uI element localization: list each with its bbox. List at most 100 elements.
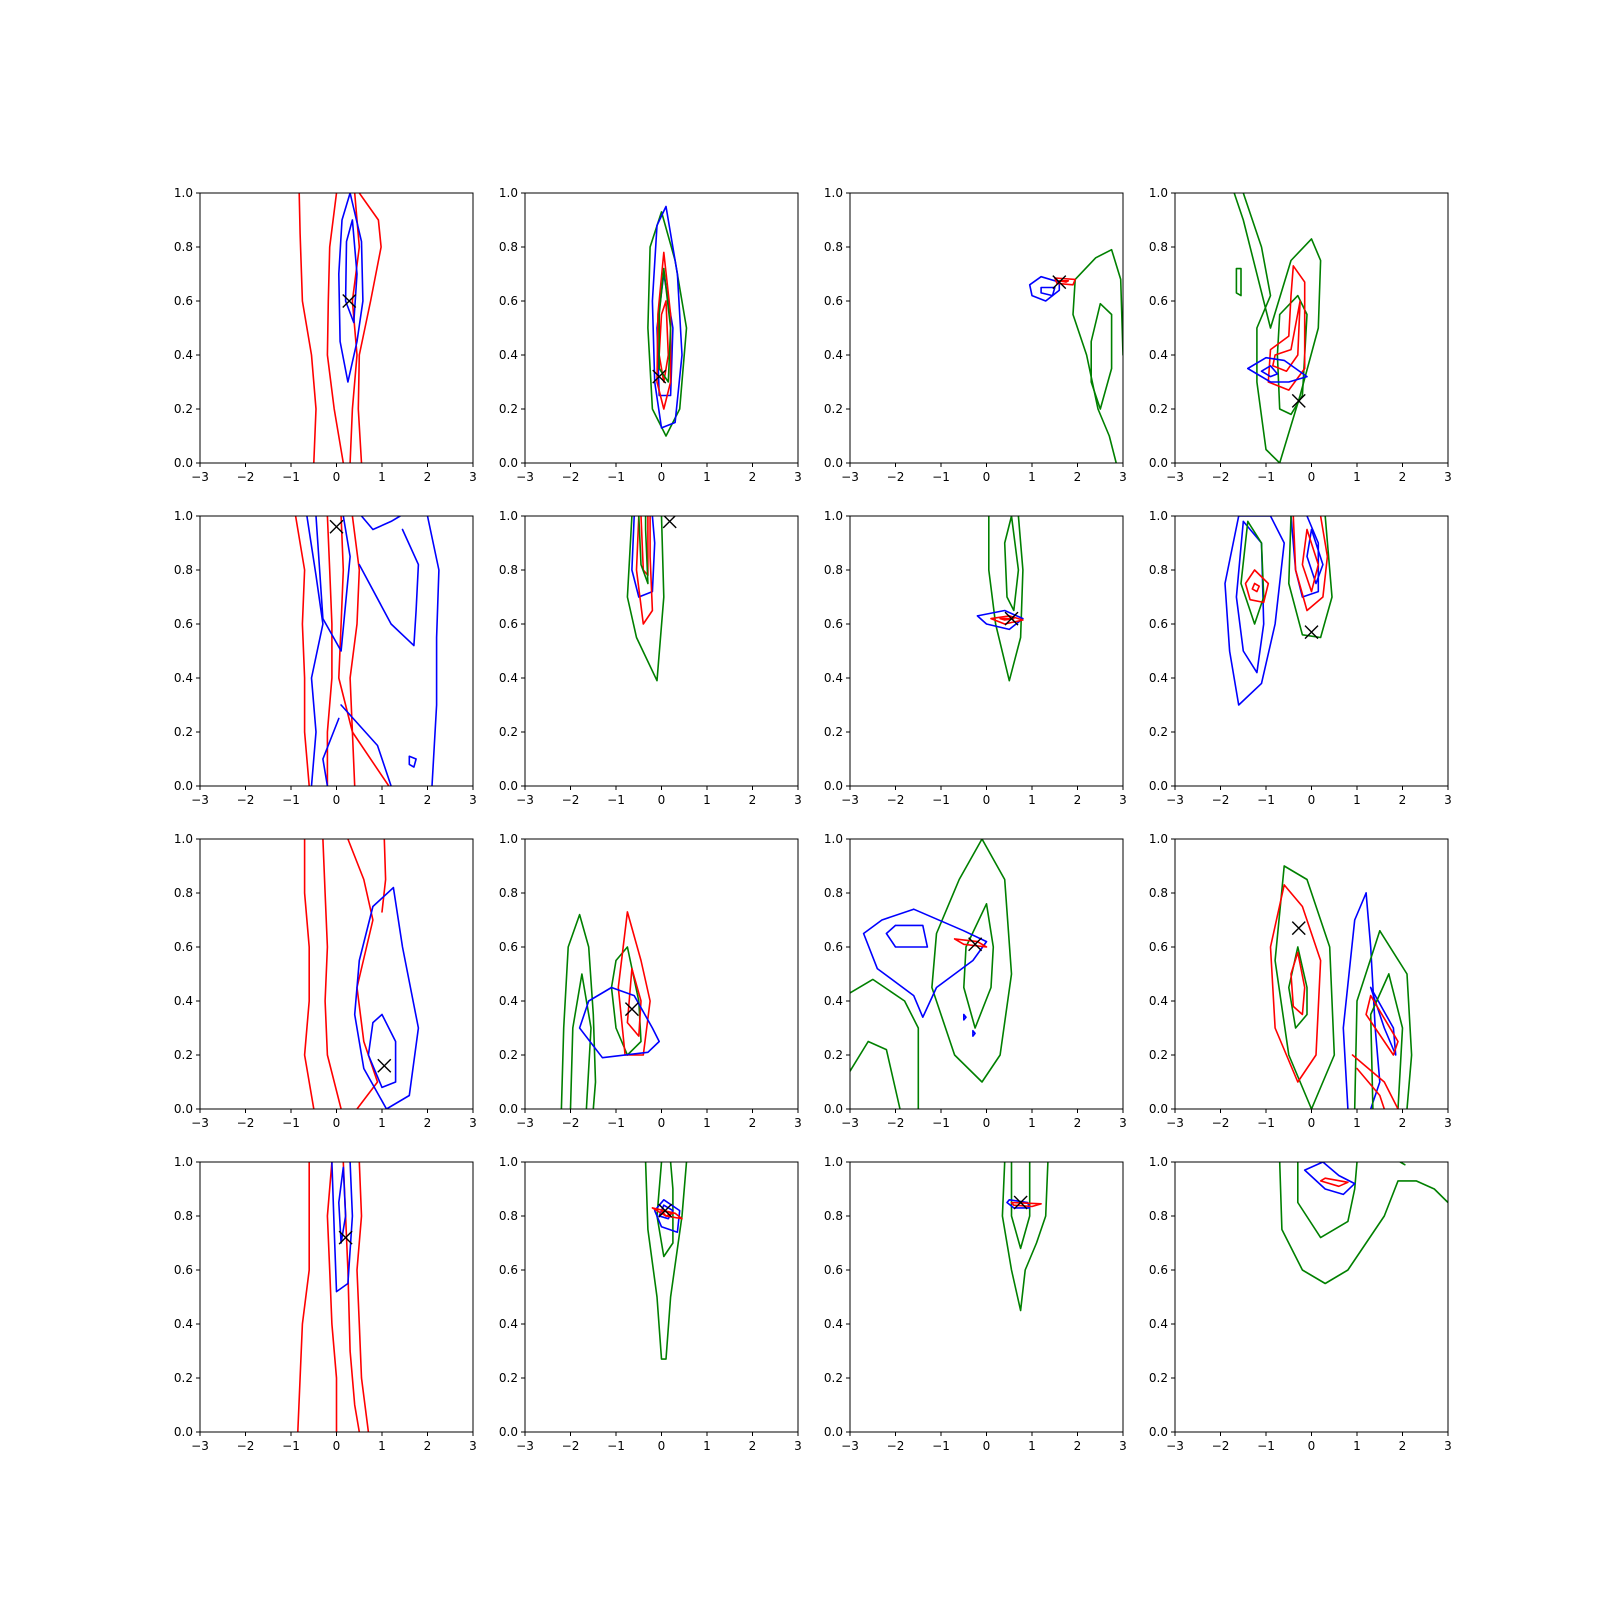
plot-area bbox=[303, 839, 420, 1109]
contour-line-green bbox=[1276, 294, 1308, 416]
y-tick-label: 0.0 bbox=[499, 1102, 518, 1116]
y-tick-label: 0.8 bbox=[1149, 886, 1168, 900]
contour-line-blue bbox=[344, 219, 358, 324]
x-tick-label: 0 bbox=[658, 470, 666, 484]
x-tick-label: −2 bbox=[887, 1439, 905, 1453]
y-tick-label: 0.0 bbox=[174, 1102, 193, 1116]
contour-line-green bbox=[962, 902, 995, 1029]
x-tick-label: −1 bbox=[607, 470, 625, 484]
x-tick-label: −2 bbox=[237, 793, 255, 807]
x-tick-label: 3 bbox=[469, 793, 477, 807]
x-tick-label: 1 bbox=[1353, 1439, 1361, 1453]
y-tick-label: 0.2 bbox=[1149, 1371, 1168, 1385]
y-tick-label: 0.0 bbox=[174, 779, 193, 793]
x-tick-label: −3 bbox=[516, 1116, 534, 1130]
contour-line-red bbox=[1292, 516, 1329, 612]
y-tick-label: 0.8 bbox=[1149, 240, 1168, 254]
y-tick-label: 0.8 bbox=[499, 563, 518, 577]
subplot-16: −3 −2 −1 0 1 2 3 0.0 0.2 0.4 0.6 0.8 1.0 bbox=[1149, 1155, 1452, 1453]
y-tick-label: 0.2 bbox=[1149, 402, 1168, 416]
x-tick-label: −3 bbox=[841, 470, 859, 484]
x-tick-label: −1 bbox=[1257, 470, 1275, 484]
contour-line-blue bbox=[353, 886, 420, 1109]
y-tick-label: 0.2 bbox=[824, 402, 843, 416]
contour-line-green bbox=[1010, 1162, 1031, 1250]
contour-line-blue bbox=[1369, 986, 1397, 1056]
x-tick-label: 3 bbox=[1119, 793, 1127, 807]
y-tick-label: 0.4 bbox=[1149, 348, 1168, 362]
contour-line-red bbox=[294, 516, 311, 786]
x-tick-label: 0 bbox=[1308, 470, 1316, 484]
contour-line-green bbox=[1288, 516, 1333, 639]
y-tick-label: 0.6 bbox=[174, 294, 193, 308]
x-tick-label: −3 bbox=[516, 1439, 534, 1453]
y-tick-label: 0.8 bbox=[1149, 563, 1168, 577]
y-tick-label: 1.0 bbox=[1149, 186, 1168, 200]
contour-line-red bbox=[347, 839, 379, 1109]
contour-line-green bbox=[569, 973, 592, 1109]
contour-line-green bbox=[850, 1040, 901, 1109]
x-tick-label: 0 bbox=[1308, 1116, 1316, 1130]
x-tick-label: 0 bbox=[658, 1439, 666, 1453]
subplot-7: −3 −2 −1 0 1 2 3 0.0 0.2 0.4 0.6 0.8 1.0 bbox=[824, 509, 1127, 807]
plot-area bbox=[644, 1162, 688, 1360]
x-tick-label: 2 bbox=[749, 793, 757, 807]
contour-line-red bbox=[640, 516, 649, 577]
y-tick-label: 0.4 bbox=[824, 671, 843, 685]
x-marker bbox=[652, 369, 667, 384]
x-tick-label: 2 bbox=[1074, 1439, 1082, 1453]
contour-line-red bbox=[1290, 951, 1306, 1016]
y-tick-label: 0.4 bbox=[1149, 1317, 1168, 1331]
y-tick-label: 0.8 bbox=[824, 1209, 843, 1223]
axes-frame bbox=[1174, 1161, 1449, 1433]
contour-line-red bbox=[656, 251, 672, 410]
x-tick-label: 0 bbox=[1308, 793, 1316, 807]
y-tick-label: 0.0 bbox=[824, 1425, 843, 1439]
y-tick-label: 1.0 bbox=[499, 832, 518, 846]
contour-line-green bbox=[1001, 1162, 1049, 1312]
y-tick-label: 1.0 bbox=[824, 509, 843, 523]
x-tick-label: −1 bbox=[282, 793, 300, 807]
contour-line-red bbox=[326, 193, 345, 463]
contour-line-blue bbox=[360, 516, 402, 531]
x-tick-label: 1 bbox=[1028, 1439, 1036, 1453]
x-tick-label: 0 bbox=[333, 1116, 341, 1130]
x-tick-label: 0 bbox=[333, 793, 341, 807]
y-tick-label: 0.8 bbox=[499, 240, 518, 254]
contour-line-blue bbox=[962, 1013, 967, 1021]
x-tick-label: 3 bbox=[1444, 470, 1452, 484]
contour-line-blue bbox=[1306, 528, 1324, 585]
subplot-13: −3 −2 −1 0 1 2 3 0.0 0.2 0.4 0.6 0.8 1.0 bbox=[174, 1155, 477, 1453]
contour-line-blue bbox=[862, 908, 988, 1019]
x-tick-label: 2 bbox=[424, 1439, 432, 1453]
x-tick-label: 2 bbox=[424, 793, 432, 807]
contour-line-green bbox=[1240, 520, 1265, 625]
x-tick-label: 0 bbox=[658, 1116, 666, 1130]
contour-line-blue bbox=[367, 1013, 397, 1089]
contour-line-red bbox=[617, 911, 651, 1056]
y-tick-label: 0.6 bbox=[174, 617, 193, 631]
contour-line-red bbox=[1010, 1201, 1042, 1208]
plot-area bbox=[1278, 1162, 1448, 1285]
subplot-11: −3 −2 −1 0 1 2 3 0.0 0.2 0.4 0.6 0.8 1.0 bbox=[824, 832, 1127, 1130]
x-tick-label: 1 bbox=[1353, 793, 1361, 807]
contour-line-green bbox=[1072, 248, 1123, 463]
x-tick-label: −1 bbox=[932, 793, 950, 807]
contour-line-green bbox=[850, 978, 920, 1109]
x-marker bbox=[1291, 921, 1306, 936]
y-tick-label: 0.6 bbox=[174, 940, 193, 954]
y-tick-label: 0.6 bbox=[499, 617, 518, 631]
contour-line-blue bbox=[408, 755, 417, 768]
x-tick-label: −3 bbox=[516, 470, 534, 484]
y-tick-label: 0.2 bbox=[824, 1048, 843, 1062]
x-tick-label: 1 bbox=[1028, 793, 1036, 807]
x-tick-label: 0 bbox=[983, 793, 991, 807]
y-tick-label: 1.0 bbox=[499, 186, 518, 200]
x-tick-label: 1 bbox=[703, 1439, 711, 1453]
x-marker bbox=[1052, 275, 1067, 290]
y-tick-label: 1.0 bbox=[499, 509, 518, 523]
x-tick-label: −1 bbox=[607, 793, 625, 807]
y-tick-label: 0.4 bbox=[499, 994, 518, 1008]
y-tick-label: 0.8 bbox=[174, 240, 193, 254]
y-tick-label: 0.0 bbox=[824, 1102, 843, 1116]
